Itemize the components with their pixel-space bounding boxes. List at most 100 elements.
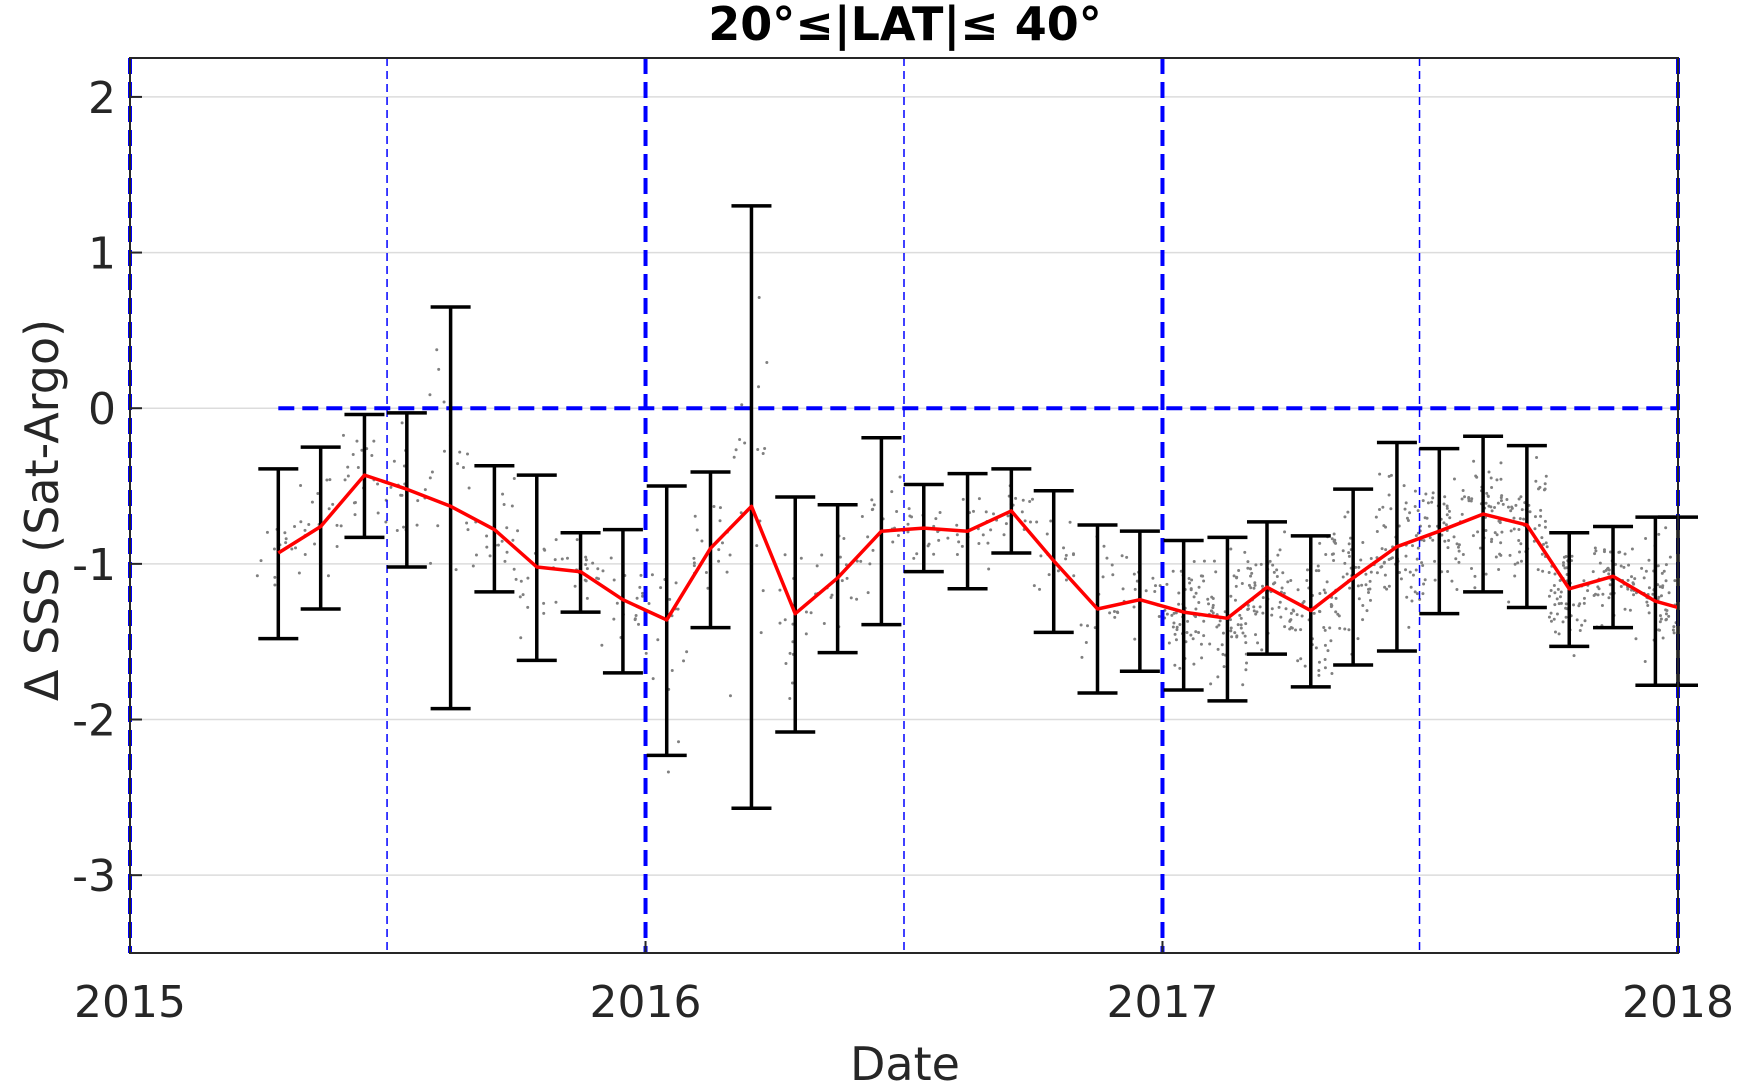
data-point — [1552, 583, 1556, 587]
data-point — [860, 515, 864, 519]
data-point — [693, 514, 697, 518]
data-point — [331, 502, 335, 506]
data-point — [912, 556, 916, 560]
data-point — [1330, 537, 1334, 541]
data-point — [415, 523, 419, 527]
data-point — [1192, 559, 1196, 563]
data-point — [957, 540, 961, 544]
data-point — [1294, 628, 1298, 632]
data-point — [910, 515, 914, 519]
data-point — [1238, 613, 1242, 617]
data-point — [1221, 652, 1225, 656]
data-point — [1249, 586, 1253, 590]
data-point — [1630, 547, 1634, 551]
data-point — [1232, 574, 1236, 578]
data-point — [1214, 570, 1218, 574]
data-point — [1336, 612, 1340, 616]
data-point — [934, 517, 938, 521]
data-point — [1478, 546, 1482, 550]
data-point — [1202, 619, 1206, 623]
data-point — [1562, 561, 1566, 565]
data-point — [1508, 553, 1512, 557]
data-point — [1490, 485, 1494, 489]
y-axis-ticks: 2 1 0 -1 -2 -3 — [72, 73, 142, 902]
data-point — [1673, 579, 1677, 583]
data-point — [955, 552, 959, 556]
data-point — [1447, 538, 1451, 542]
data-point — [866, 591, 870, 595]
data-point — [1021, 498, 1025, 502]
data-point — [1312, 611, 1316, 615]
data-point — [989, 528, 993, 532]
data-point — [392, 459, 396, 463]
data-point — [1658, 585, 1662, 589]
data-point — [1598, 561, 1602, 565]
data-point — [1495, 533, 1499, 537]
data-point — [1375, 530, 1379, 534]
data-point — [1645, 600, 1649, 604]
data-point — [1326, 649, 1330, 653]
data-point — [1191, 637, 1195, 641]
data-point — [1252, 586, 1256, 590]
data-point — [488, 554, 492, 558]
data-point — [1211, 611, 1215, 615]
data-point — [1413, 505, 1417, 509]
data-point — [1252, 609, 1256, 613]
data-point — [1192, 595, 1196, 599]
data-point — [1555, 612, 1559, 616]
data-point — [641, 594, 645, 598]
data-point — [1317, 673, 1321, 677]
data-point — [1623, 607, 1627, 611]
data-point — [987, 567, 991, 571]
data-point — [1664, 612, 1668, 616]
data-point — [1533, 515, 1537, 519]
data-point — [1471, 534, 1475, 538]
data-point — [1202, 579, 1206, 583]
data-point — [1543, 519, 1547, 523]
data-point — [1540, 536, 1544, 540]
data-point — [1314, 569, 1318, 573]
data-point — [1586, 589, 1590, 593]
data-point — [1380, 547, 1384, 551]
data-point — [1188, 581, 1192, 585]
data-point — [1499, 461, 1503, 465]
data-point — [1538, 485, 1542, 489]
data-point — [1540, 552, 1544, 556]
data-point — [720, 541, 724, 545]
data-point — [1489, 476, 1493, 480]
data-point — [355, 439, 359, 443]
x-axis-label: Date — [850, 1037, 960, 1087]
data-point — [376, 511, 380, 515]
data-point — [666, 770, 670, 774]
data-point — [1207, 602, 1211, 606]
data-point — [1553, 630, 1557, 634]
data-point — [1379, 565, 1383, 569]
data-point — [1072, 574, 1076, 578]
data-point — [1039, 554, 1043, 558]
data-point — [1032, 584, 1036, 588]
data-point — [1506, 505, 1510, 509]
data-point — [1286, 580, 1290, 584]
data-point — [1322, 588, 1326, 592]
data-point — [1499, 477, 1503, 481]
data-point — [1498, 521, 1502, 525]
data-point — [1318, 610, 1322, 614]
data-point — [822, 622, 826, 626]
data-point — [1277, 605, 1281, 609]
data-point — [466, 452, 470, 456]
data-point — [790, 681, 794, 685]
data-point — [554, 600, 558, 604]
data-point — [1484, 572, 1488, 576]
data-point — [1347, 542, 1351, 546]
data-point — [1270, 613, 1274, 617]
data-point — [1499, 541, 1503, 545]
data-point — [1549, 611, 1553, 615]
data-point — [1627, 563, 1631, 567]
data-point — [1375, 571, 1379, 575]
data-point — [1246, 607, 1250, 611]
data-point — [328, 478, 332, 482]
data-point — [1413, 590, 1417, 594]
data-point — [1028, 520, 1032, 524]
data-point — [1289, 611, 1293, 615]
data-point — [1549, 619, 1553, 623]
